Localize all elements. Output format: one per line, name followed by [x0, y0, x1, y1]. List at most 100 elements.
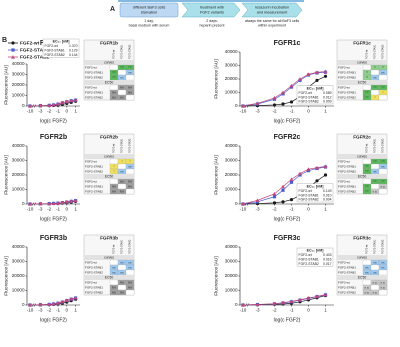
sig-row-label: FGF2-STAB2 [338, 270, 356, 274]
y-tick-label: 10000 [12, 187, 25, 192]
sig-cell [125, 269, 135, 276]
sig-section-row [84, 80, 134, 85]
sig-row-label: FGF2-wt [85, 85, 97, 89]
x-tick-label: 1 [324, 109, 327, 114]
ec50-value: 0.403 [323, 253, 332, 257]
sig-cell-text: NA [128, 180, 132, 184]
sig-cell-text: *** [365, 185, 369, 189]
sig-cell [370, 163, 380, 170]
sig-cell-text: NA [112, 286, 116, 290]
chart-title: FGFR3c [274, 235, 301, 242]
sig-cell [125, 94, 135, 101]
sig-cell [370, 69, 380, 76]
y-axis-label: Fluorescence [AU] [213, 59, 219, 98]
sig-row-label: FGF2-STAB2 [85, 290, 103, 294]
marker [38, 302, 43, 307]
marker [64, 99, 69, 104]
sig-col-label: FGF2-STAB2 [129, 138, 132, 153]
ec50-value: 0.017 [323, 262, 332, 266]
sig-col-label: FGF2-STAB1 [374, 239, 377, 254]
marker [241, 104, 245, 108]
ec50-value: 0.149 [323, 189, 332, 193]
sig-cell-text: NA [120, 281, 124, 285]
sig-col-label: FGF2-STAB2 [382, 44, 385, 59]
y-tick-label: 10000 [12, 288, 25, 293]
marker [272, 103, 277, 107]
y-axis-label: Fluorescence [AU] [3, 155, 9, 194]
ec50-name: FGF2-STAB2 [45, 53, 65, 57]
marker [298, 171, 302, 176]
marker [69, 199, 74, 203]
sig-cell-text: *** [373, 160, 377, 164]
sig-cell [117, 69, 127, 76]
marker [56, 301, 60, 305]
marker [11, 41, 15, 45]
sig-row-label: FGF2-STAB2 [85, 169, 103, 173]
sig-cell-text: * [382, 91, 384, 95]
y-tick-label: 20000 [12, 273, 25, 278]
y-tick-label: 0 [22, 201, 25, 206]
marker [28, 104, 32, 108]
sig-cell [362, 158, 372, 165]
sig-cell [117, 183, 127, 190]
sig-col-label: FGF2-STAB1 [121, 239, 124, 254]
sig-section-row [337, 174, 387, 179]
marker [272, 201, 277, 205]
y-tick-label: 10000 [12, 93, 25, 98]
sig-row-label: FGF2-STAB2 [338, 95, 356, 99]
marker [64, 298, 69, 302]
sig-row-label: FGF2-STAB1 [85, 70, 103, 74]
sig-section-label: curves [357, 255, 367, 259]
marker [315, 165, 319, 170]
sig-row-label: FGF2-STAB1 [85, 285, 103, 289]
x-tick-label: 1 [324, 207, 327, 212]
x-tick-label: 0 [66, 207, 69, 212]
ec50-header: EC₅₀ [nM] [307, 86, 324, 90]
marker [255, 101, 260, 105]
marker [323, 173, 328, 177]
x-tick-label: -1 [56, 109, 61, 114]
x-tick-label: -10 [240, 207, 247, 212]
sig-row-label: FGF2-wt [85, 280, 97, 284]
sig-section-label: EC50 [105, 275, 114, 279]
sig-col-label: FGF2-STAB2 [382, 239, 385, 254]
ec50-box [296, 85, 334, 105]
ec50-name: FGF2-wt [299, 189, 312, 193]
sig-cell [362, 64, 372, 71]
sig-cell-text: ns [121, 170, 125, 174]
ec50-name: FGF2-STAB2 [299, 262, 319, 266]
y-tick-label: 20000 [225, 273, 238, 278]
x-axis-label: log(c FGF2) [274, 216, 301, 222]
sig-row-label: FGF2-STAB1 [85, 265, 103, 269]
marker [38, 201, 43, 206]
ec50-name: FGF2-wt [299, 91, 312, 95]
ec50-value: 0.129 [69, 48, 78, 52]
y-tick-label: 0 [235, 302, 238, 307]
sig-cell-text: NA [120, 180, 124, 184]
x-tick-label: 1 [74, 207, 77, 212]
y-tick-label: 40000 [225, 49, 238, 54]
ec50-value: 0.144 [69, 53, 78, 57]
marker [315, 294, 319, 298]
sig-cell-text: * [113, 165, 115, 169]
ec50-name: FGF2-wt [45, 44, 58, 48]
marker [56, 101, 60, 106]
marker [73, 97, 78, 102]
sig-cell-text: *** [373, 86, 377, 90]
y-axis-label: Fluorescence [AU] [213, 256, 219, 295]
sig-cell-text: ns [366, 266, 370, 270]
sig-table-title: FGFR1b [100, 41, 118, 46]
marker [73, 295, 78, 300]
marker [241, 303, 245, 307]
x-tick-label: 0 [307, 109, 310, 114]
sig-cell-text: ns [113, 266, 117, 270]
marker [281, 200, 285, 204]
sig-row-label: FGF2-STAB2 [338, 169, 356, 173]
marker [289, 100, 294, 104]
sig-cell [362, 178, 372, 185]
sig-cell-text: ** [382, 66, 385, 70]
x-tick-label: -1 [289, 308, 294, 313]
x-axis-label: log(c FGF2) [274, 118, 301, 124]
x-tick-label: -10 [240, 109, 247, 114]
y-axis-label: Fluorescence [AU] [3, 65, 9, 104]
